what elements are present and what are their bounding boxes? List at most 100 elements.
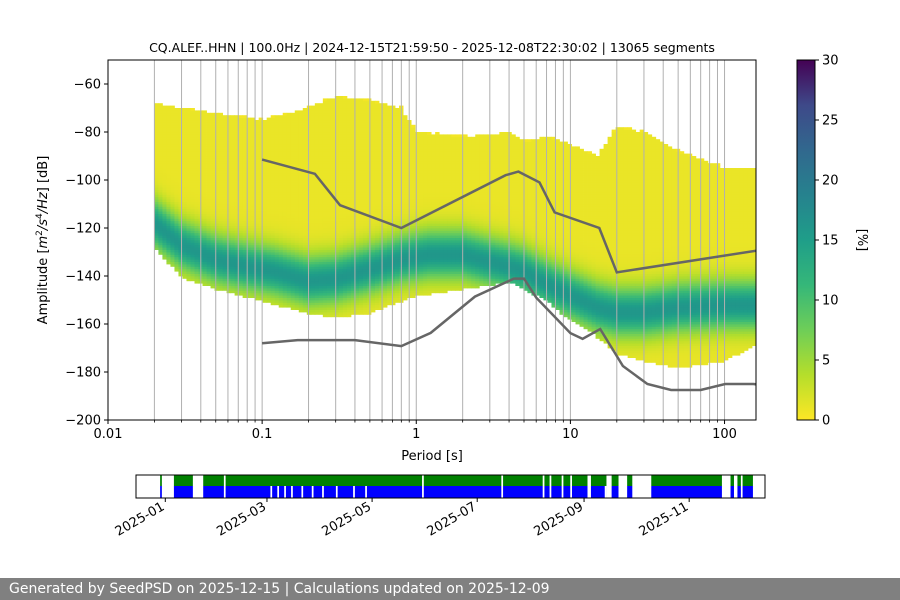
density-cell: [322, 220, 328, 224]
density-cell: [242, 122, 248, 126]
density-cell: [266, 175, 272, 178]
density-cell: [282, 223, 288, 226]
density-cell: [302, 266, 308, 270]
density-cell: [330, 103, 336, 106]
density-cell: [391, 273, 396, 277]
density-cell: [218, 204, 223, 207]
density-cell: [294, 230, 300, 234]
density-cell: [162, 110, 167, 114]
density-cell: [387, 120, 392, 123]
density-cell: [314, 194, 320, 198]
density-cell: [210, 156, 215, 159]
density-cell: [158, 232, 163, 236]
density-cell: [238, 249, 244, 253]
density-cell: [170, 206, 175, 210]
density-cell: [366, 223, 372, 226]
density-cell: [194, 278, 199, 282]
density-cell: [222, 228, 227, 231]
density-cell: [246, 259, 252, 262]
density-cell: [322, 163, 328, 166]
density-cell: [250, 184, 256, 188]
density-cell: [186, 273, 191, 277]
density-cell: [395, 244, 400, 248]
density-cell: [190, 220, 195, 224]
density-cell: [178, 201, 183, 205]
density-cell: [238, 206, 244, 210]
density-cell: [354, 280, 360, 284]
density-cell: [302, 158, 308, 162]
density-cell: [310, 292, 316, 296]
density-cell: [190, 120, 195, 123]
density-cell: [246, 249, 252, 253]
density-cell: [266, 261, 272, 265]
density-cell: [174, 237, 179, 241]
density-cell: [322, 158, 328, 162]
density-cell: [379, 120, 384, 123]
density-cell: [202, 273, 207, 277]
density-cell: [358, 223, 364, 226]
density-cell: [314, 256, 320, 260]
density-cell: [258, 216, 264, 219]
density-cell: [334, 264, 340, 267]
density-cell: [294, 192, 300, 195]
density-cell: [330, 136, 336, 140]
density-cell: [322, 182, 328, 186]
density-cell: [354, 240, 360, 243]
density-cell: [294, 115, 300, 118]
density-cell: [302, 160, 308, 164]
density-cell: [234, 242, 240, 246]
density-cell: [334, 216, 340, 219]
density-cell: [238, 177, 244, 181]
density-cell: [266, 134, 272, 138]
density-cell: [286, 175, 292, 178]
density-cell: [379, 124, 384, 128]
density-cell: [403, 247, 408, 250]
density-cell: [254, 170, 260, 174]
density-cell: [238, 141, 244, 145]
density-cell: [282, 218, 288, 222]
density-cell: [222, 218, 227, 222]
density-cell: [274, 168, 280, 171]
density-cell: [370, 172, 376, 176]
density-cell: [302, 297, 308, 301]
density-cell: [230, 136, 236, 140]
density-cell: [387, 146, 392, 150]
density-cell: [362, 103, 368, 106]
density-cell: [290, 136, 296, 140]
density-cell: [322, 136, 328, 140]
density-cell: [395, 108, 400, 111]
density-cell: [350, 225, 356, 229]
density-cell: [379, 271, 384, 274]
density-cell: [338, 300, 344, 303]
density-cell: [182, 247, 187, 250]
density-cell: [194, 134, 199, 138]
density-cell: [174, 134, 179, 138]
density-cell: [350, 216, 356, 219]
density-cell: [314, 235, 320, 238]
density-cell: [379, 244, 384, 248]
density-cell: [326, 194, 332, 198]
density-cell: [210, 141, 215, 145]
density-cell: [250, 228, 256, 231]
density-cell: [238, 230, 244, 234]
density-cell: [230, 242, 236, 246]
density-cell: [370, 129, 376, 133]
density-cell: [374, 252, 380, 255]
density-cell: [194, 228, 199, 231]
density-cell: [310, 309, 316, 313]
density-cell: [298, 237, 304, 241]
density-cell: [254, 292, 260, 296]
density-cell: [330, 127, 336, 130]
density-cell: [262, 144, 268, 147]
density-cell: [262, 280, 268, 284]
density-cell: [346, 216, 352, 219]
density-cell: [354, 304, 360, 308]
density-cell: [278, 285, 284, 289]
density-cell: [282, 254, 288, 258]
density-cell: [318, 146, 324, 150]
density-cell: [286, 259, 292, 262]
density-cell: [286, 283, 292, 286]
density-cell: [154, 124, 159, 128]
density-cell: [395, 232, 400, 236]
density-cell: [242, 201, 248, 205]
